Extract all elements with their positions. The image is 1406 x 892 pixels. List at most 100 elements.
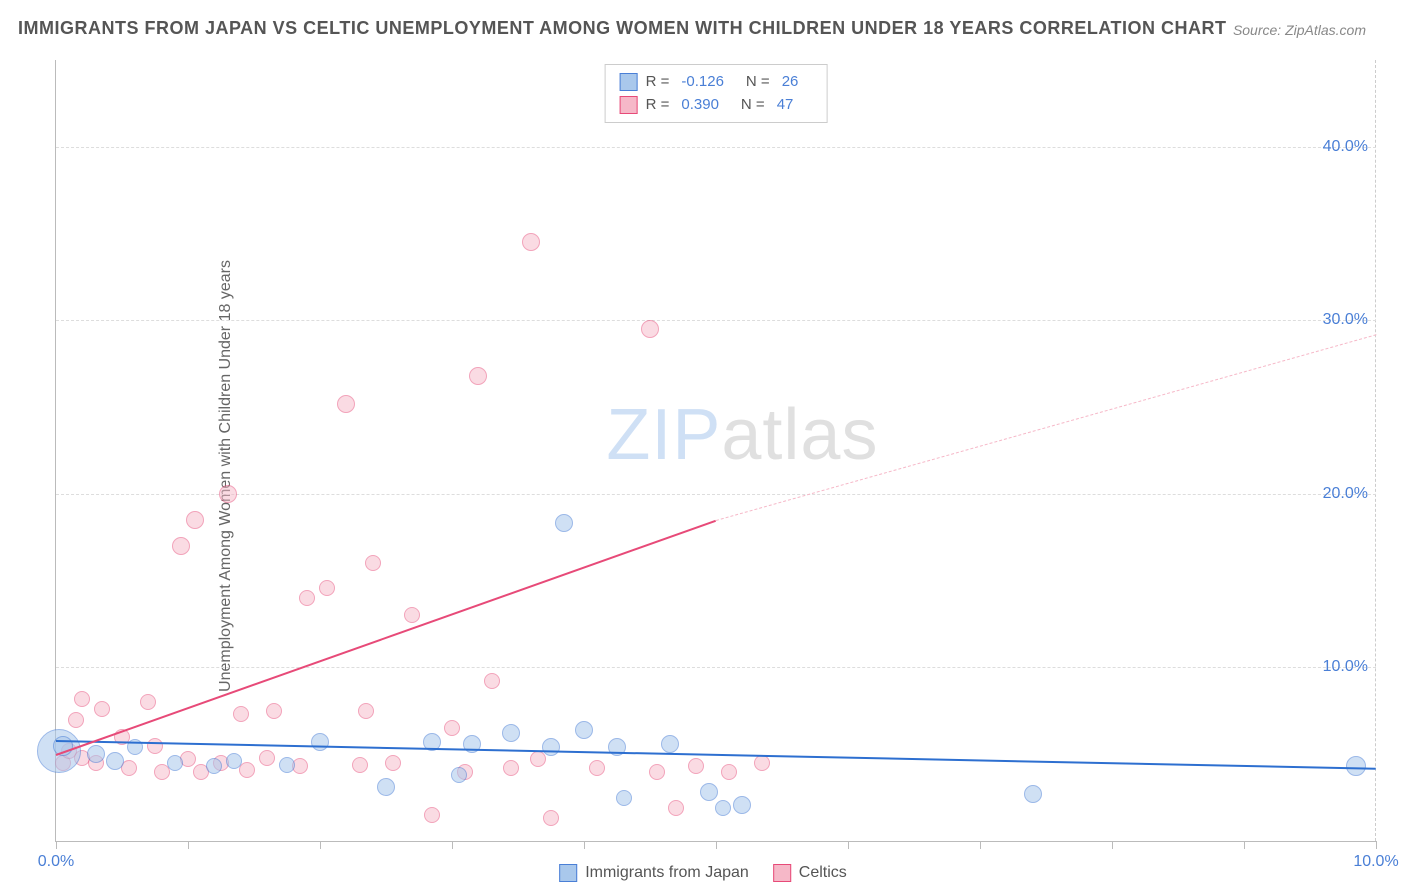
data-point-japan <box>106 752 124 770</box>
data-point-celtics <box>688 758 704 774</box>
x-tick <box>1244 841 1245 849</box>
data-point-celtics <box>94 701 110 717</box>
data-point-japan <box>715 800 731 816</box>
y-tick-label: 20.0% <box>1323 485 1368 503</box>
trend-line <box>56 520 717 756</box>
data-point-celtics <box>469 367 487 385</box>
data-point-japan <box>616 790 632 806</box>
data-point-celtics <box>641 320 659 338</box>
x-tick <box>980 841 981 849</box>
data-point-japan <box>279 757 295 773</box>
n-value-celtics: 47 <box>777 94 794 117</box>
data-point-celtics <box>172 537 190 555</box>
data-point-celtics <box>589 760 605 776</box>
x-tick <box>56 841 57 849</box>
data-point-celtics <box>385 755 401 771</box>
data-point-japan <box>1024 785 1042 803</box>
chart-title: IMMIGRANTS FROM JAPAN VS CELTIC UNEMPLOY… <box>18 18 1227 39</box>
source-prefix: Source: <box>1233 22 1285 38</box>
data-point-celtics <box>233 706 249 722</box>
data-point-japan <box>206 758 222 774</box>
data-point-japan <box>167 755 183 771</box>
legend-row-celtics: R = 0.390 N = 47 <box>620 94 813 117</box>
data-point-celtics <box>186 511 204 529</box>
watermark: ZIPatlas <box>606 394 878 476</box>
data-point-celtics <box>352 757 368 773</box>
gridline <box>56 667 1376 668</box>
x-tick <box>1112 841 1113 849</box>
x-tick <box>320 841 321 849</box>
n-value-japan: 26 <box>782 71 799 94</box>
x-tick <box>452 841 453 849</box>
y-tick-label: 30.0% <box>1323 311 1368 329</box>
x-tick <box>848 841 849 849</box>
legend-row-japan: R = -0.126 N = 26 <box>620 71 813 94</box>
n-label: N = <box>741 94 765 117</box>
swatch-japan-bottom <box>559 864 577 882</box>
data-point-celtics <box>219 485 237 503</box>
x-tick <box>584 841 585 849</box>
data-point-celtics <box>140 694 156 710</box>
data-point-celtics <box>239 762 255 778</box>
x-tick <box>1376 841 1377 849</box>
data-point-celtics <box>754 755 770 771</box>
data-point-celtics <box>266 703 282 719</box>
x-tick-label: 0.0% <box>38 853 74 871</box>
data-point-celtics <box>404 607 420 623</box>
data-point-japan <box>377 778 395 796</box>
data-point-celtics <box>444 720 460 736</box>
data-point-celtics <box>484 673 500 689</box>
r-value-celtics: 0.390 <box>681 94 719 117</box>
data-point-celtics <box>424 807 440 823</box>
swatch-japan <box>620 73 638 91</box>
y-tick-label: 40.0% <box>1323 138 1368 156</box>
data-point-celtics <box>365 555 381 571</box>
right-axis-line <box>1375 60 1376 841</box>
x-tick <box>716 841 717 849</box>
data-point-celtics <box>503 760 519 776</box>
data-point-celtics <box>522 233 540 251</box>
data-point-celtics <box>337 395 355 413</box>
r-label: R = <box>646 71 670 94</box>
data-point-japan <box>575 721 593 739</box>
x-tick-label: 10.0% <box>1353 853 1398 871</box>
source-attribution: Source: ZipAtlas.com <box>1233 22 1366 38</box>
data-point-celtics <box>299 590 315 606</box>
data-point-japan <box>555 514 573 532</box>
data-point-japan <box>733 796 751 814</box>
data-point-japan <box>87 745 105 763</box>
data-point-celtics <box>668 800 684 816</box>
data-point-celtics <box>147 738 163 754</box>
data-point-japan <box>311 733 329 751</box>
data-point-celtics <box>259 750 275 766</box>
plot-area: ZIPatlas R = -0.126 N = 26 R = 0.390 N =… <box>55 60 1376 842</box>
legend-label-celtics: Celtics <box>799 864 847 882</box>
legend-item-japan: Immigrants from Japan <box>559 864 749 882</box>
data-point-celtics <box>319 580 335 596</box>
data-point-celtics <box>68 712 84 728</box>
watermark-part1: ZIP <box>606 395 721 475</box>
watermark-part2: atlas <box>721 395 878 475</box>
series-legend: Immigrants from Japan Celtics <box>559 864 847 882</box>
correlation-legend: R = -0.126 N = 26 R = 0.390 N = 47 <box>605 64 828 123</box>
data-point-celtics <box>358 703 374 719</box>
data-point-japan <box>661 735 679 753</box>
source-name: ZipAtlas.com <box>1285 22 1366 38</box>
y-tick-label: 10.0% <box>1323 658 1368 676</box>
data-point-japan <box>226 753 242 769</box>
legend-label-japan: Immigrants from Japan <box>585 864 749 882</box>
data-point-celtics <box>543 810 559 826</box>
chart-container: Unemployment Among Women with Children U… <box>0 60 1406 892</box>
swatch-celtics <box>620 96 638 114</box>
data-point-japan <box>700 783 718 801</box>
gridline <box>56 147 1376 148</box>
swatch-celtics-bottom <box>773 864 791 882</box>
data-point-celtics <box>530 751 546 767</box>
r-label: R = <box>646 94 670 117</box>
r-value-japan: -0.126 <box>681 71 724 94</box>
x-tick <box>188 841 189 849</box>
data-point-japan <box>542 738 560 756</box>
gridline <box>56 320 1376 321</box>
data-point-japan <box>502 724 520 742</box>
n-label: N = <box>746 71 770 94</box>
